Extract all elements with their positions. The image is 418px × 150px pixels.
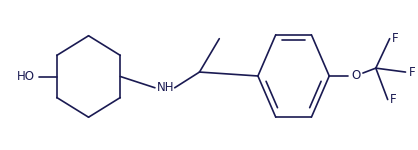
Text: HO: HO <box>17 70 35 83</box>
Text: F: F <box>408 66 415 79</box>
Text: F: F <box>392 32 398 45</box>
Text: F: F <box>390 93 396 106</box>
Text: O: O <box>352 69 361 82</box>
Text: NH: NH <box>157 81 174 94</box>
